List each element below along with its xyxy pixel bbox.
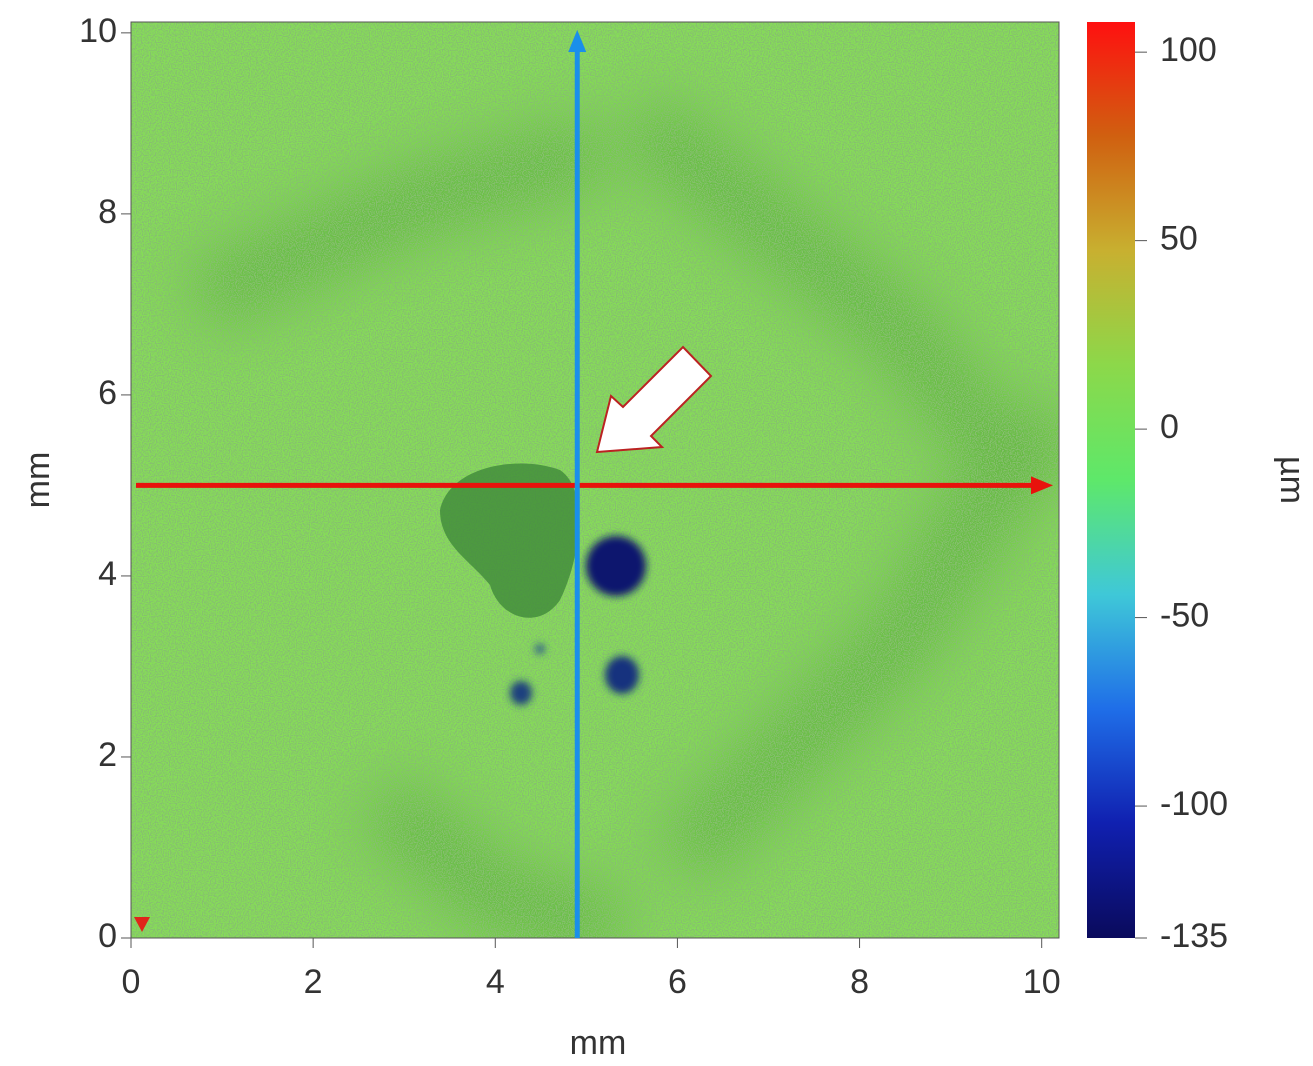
y-tick-label: 2 (98, 736, 117, 774)
x-axis-label: mm (570, 1024, 627, 1062)
y-tick-label: 8 (98, 193, 117, 231)
y-axis-label: mm (19, 452, 57, 509)
surface-map (131, 22, 1059, 938)
x-tick-label: 2 (304, 963, 323, 1001)
x-tick-label: 0 (122, 963, 141, 1001)
colorbar-tick-label: -50 (1160, 597, 1209, 635)
x-tick-label: 6 (668, 963, 687, 1001)
x-tick-label: 10 (1023, 963, 1061, 1001)
y-tick-label: 6 (98, 374, 117, 412)
colorbar-tick-label: 100 (1160, 31, 1217, 69)
y-tick-label: 10 (79, 12, 117, 50)
x-tick-label: 4 (486, 963, 505, 1001)
plot-frame (130, 21, 1060, 939)
colorbar-tick-label: 0 (1160, 408, 1179, 446)
profile-arrowhead (1031, 476, 1053, 495)
colorbar-tick-label: -100 (1160, 785, 1228, 823)
colorbar-label: µm (1273, 456, 1311, 504)
profile-arrowhead (568, 30, 587, 52)
x-tick-label: 8 (850, 963, 869, 1001)
y-tick-label: 4 (98, 555, 117, 593)
colorbar (1087, 22, 1135, 938)
y-tick-label: 0 (98, 917, 117, 955)
callout-arrow (595, 345, 713, 454)
colorbar-tick-label: 50 (1160, 220, 1198, 258)
colorbar-tick-label: -135 (1160, 917, 1228, 955)
